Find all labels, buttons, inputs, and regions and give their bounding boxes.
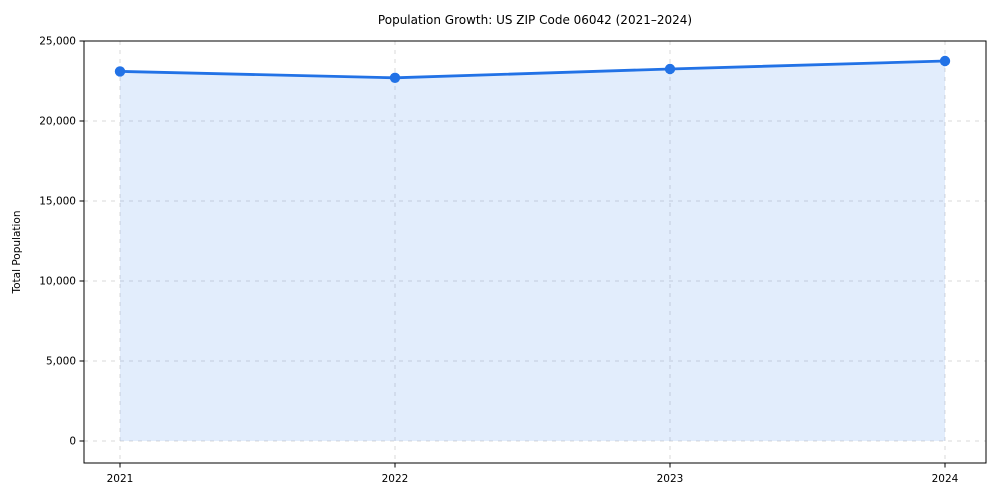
axes-layer bbox=[79, 40, 987, 468]
y-tick-label: 15,000 bbox=[39, 196, 76, 208]
tick-label-layer: 0 5,000 10,000 15,000 20,000 25,000 2021 2022 20… bbox=[39, 36, 958, 486]
series-layer bbox=[114, 55, 951, 441]
chart-title: Population Growth: US ZIP Code 06042 (20… bbox=[378, 13, 692, 27]
line-series bbox=[118, 59, 947, 80]
y-tick-label: 25,000 bbox=[39, 36, 76, 48]
x-tick-label: 2024 bbox=[932, 473, 959, 485]
x-tick-label: 2021 bbox=[107, 473, 134, 485]
data-point-marker bbox=[114, 66, 126, 77]
data-point-marker bbox=[664, 63, 676, 75]
x-tick-label: 2022 bbox=[382, 473, 409, 485]
y-tick-label: 0 bbox=[69, 436, 76, 448]
data-point-marker bbox=[939, 55, 951, 67]
y-tick-label: 5,000 bbox=[46, 356, 76, 368]
x-tick-label: 2023 bbox=[657, 473, 684, 485]
plot-border bbox=[83, 40, 987, 464]
y-tick-label: 20,000 bbox=[39, 116, 76, 128]
y-tick-label: 10,000 bbox=[39, 276, 76, 288]
area-fill bbox=[120, 61, 945, 441]
data-point-marker bbox=[389, 72, 401, 84]
y-axis-label: Total Population bbox=[11, 210, 23, 294]
